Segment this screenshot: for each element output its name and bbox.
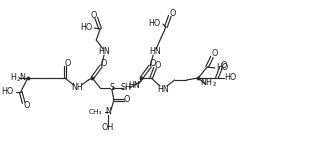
Text: S: S bbox=[110, 84, 115, 93]
Text: HN: HN bbox=[149, 48, 161, 56]
Text: O: O bbox=[212, 50, 218, 58]
Text: $\mathsf{NH_2}$: $\mathsf{NH_2}$ bbox=[201, 77, 217, 89]
Text: HO: HO bbox=[225, 74, 237, 82]
Text: HO: HO bbox=[2, 87, 14, 96]
Text: HO: HO bbox=[216, 64, 228, 72]
Text: O: O bbox=[150, 58, 156, 67]
Text: O: O bbox=[221, 61, 227, 69]
Text: HN: HN bbox=[157, 85, 169, 93]
Text: O: O bbox=[65, 58, 71, 67]
Text: O: O bbox=[155, 61, 161, 69]
Text: N: N bbox=[105, 108, 111, 117]
Text: HN: HN bbox=[98, 48, 110, 56]
Text: O: O bbox=[169, 8, 176, 18]
Text: HN: HN bbox=[129, 82, 140, 90]
Text: HO: HO bbox=[80, 24, 92, 32]
Text: O: O bbox=[124, 95, 130, 104]
Text: $\mathsf{H_2N}$: $\mathsf{H_2N}$ bbox=[10, 72, 27, 84]
Text: CH₃: CH₃ bbox=[89, 109, 102, 115]
Text: O: O bbox=[90, 11, 96, 19]
Text: HO: HO bbox=[149, 19, 161, 29]
Text: OH: OH bbox=[102, 122, 114, 132]
Text: NH: NH bbox=[71, 84, 83, 93]
Text: O: O bbox=[23, 101, 30, 111]
Text: O: O bbox=[101, 58, 107, 67]
Text: SH: SH bbox=[120, 82, 131, 92]
